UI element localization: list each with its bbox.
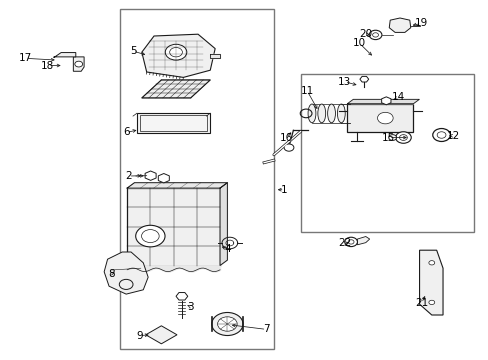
Text: 10: 10 [352, 38, 365, 48]
Text: 6: 6 [122, 127, 129, 138]
Circle shape [142, 230, 159, 243]
Text: 22: 22 [337, 238, 351, 248]
Bar [127, 188, 220, 266]
Text: 20: 20 [359, 29, 371, 39]
Text: 14: 14 [391, 92, 405, 102]
Polygon shape [210, 54, 220, 58]
Bar [300, 74, 473, 232]
Circle shape [428, 300, 434, 305]
Circle shape [136, 225, 164, 247]
Circle shape [217, 317, 237, 331]
Text: 13: 13 [337, 77, 351, 87]
Text: 5: 5 [129, 46, 136, 56]
Text: 12: 12 [446, 131, 460, 141]
Text: 4: 4 [224, 244, 230, 254]
Circle shape [75, 61, 82, 67]
Bar [120, 9, 273, 349]
Bar [140, 115, 207, 131]
Circle shape [377, 112, 392, 124]
Polygon shape [381, 97, 390, 105]
Circle shape [169, 48, 182, 57]
Polygon shape [54, 53, 76, 58]
Polygon shape [158, 174, 169, 183]
Polygon shape [104, 252, 148, 294]
Polygon shape [73, 57, 84, 71]
Polygon shape [346, 99, 419, 104]
Circle shape [368, 30, 381, 40]
Circle shape [436, 132, 445, 138]
Polygon shape [220, 183, 227, 266]
Polygon shape [145, 171, 156, 180]
Ellipse shape [307, 104, 315, 123]
Text: 18: 18 [41, 60, 55, 71]
Text: 7: 7 [263, 324, 269, 334]
Ellipse shape [327, 104, 335, 123]
Polygon shape [419, 250, 442, 315]
Circle shape [344, 237, 357, 247]
Text: 17: 17 [19, 53, 32, 63]
Polygon shape [145, 326, 177, 344]
Text: 1: 1 [281, 185, 287, 195]
Circle shape [211, 312, 243, 336]
Circle shape [165, 44, 186, 60]
Text: 21: 21 [414, 298, 427, 308]
Text: 9: 9 [136, 330, 142, 341]
Bar [346, 104, 412, 132]
Circle shape [388, 135, 396, 140]
Text: 11: 11 [300, 86, 313, 96]
Text: 16: 16 [279, 132, 292, 143]
Polygon shape [357, 237, 369, 245]
Ellipse shape [317, 104, 325, 123]
Text: 3: 3 [187, 302, 194, 312]
Polygon shape [127, 183, 227, 188]
Circle shape [432, 129, 449, 141]
Bar [137, 113, 210, 133]
Text: 2: 2 [125, 171, 132, 181]
Circle shape [399, 135, 407, 140]
Polygon shape [359, 76, 368, 82]
Polygon shape [388, 18, 410, 32]
Ellipse shape [337, 104, 345, 123]
Polygon shape [142, 34, 215, 77]
Text: 19: 19 [414, 18, 427, 28]
Circle shape [347, 240, 353, 244]
Circle shape [428, 261, 434, 265]
Text: 15: 15 [381, 132, 395, 143]
Polygon shape [142, 80, 210, 98]
Circle shape [284, 144, 293, 151]
Circle shape [395, 132, 410, 143]
Polygon shape [176, 293, 187, 300]
Circle shape [372, 33, 378, 37]
Text: 8: 8 [108, 269, 115, 279]
